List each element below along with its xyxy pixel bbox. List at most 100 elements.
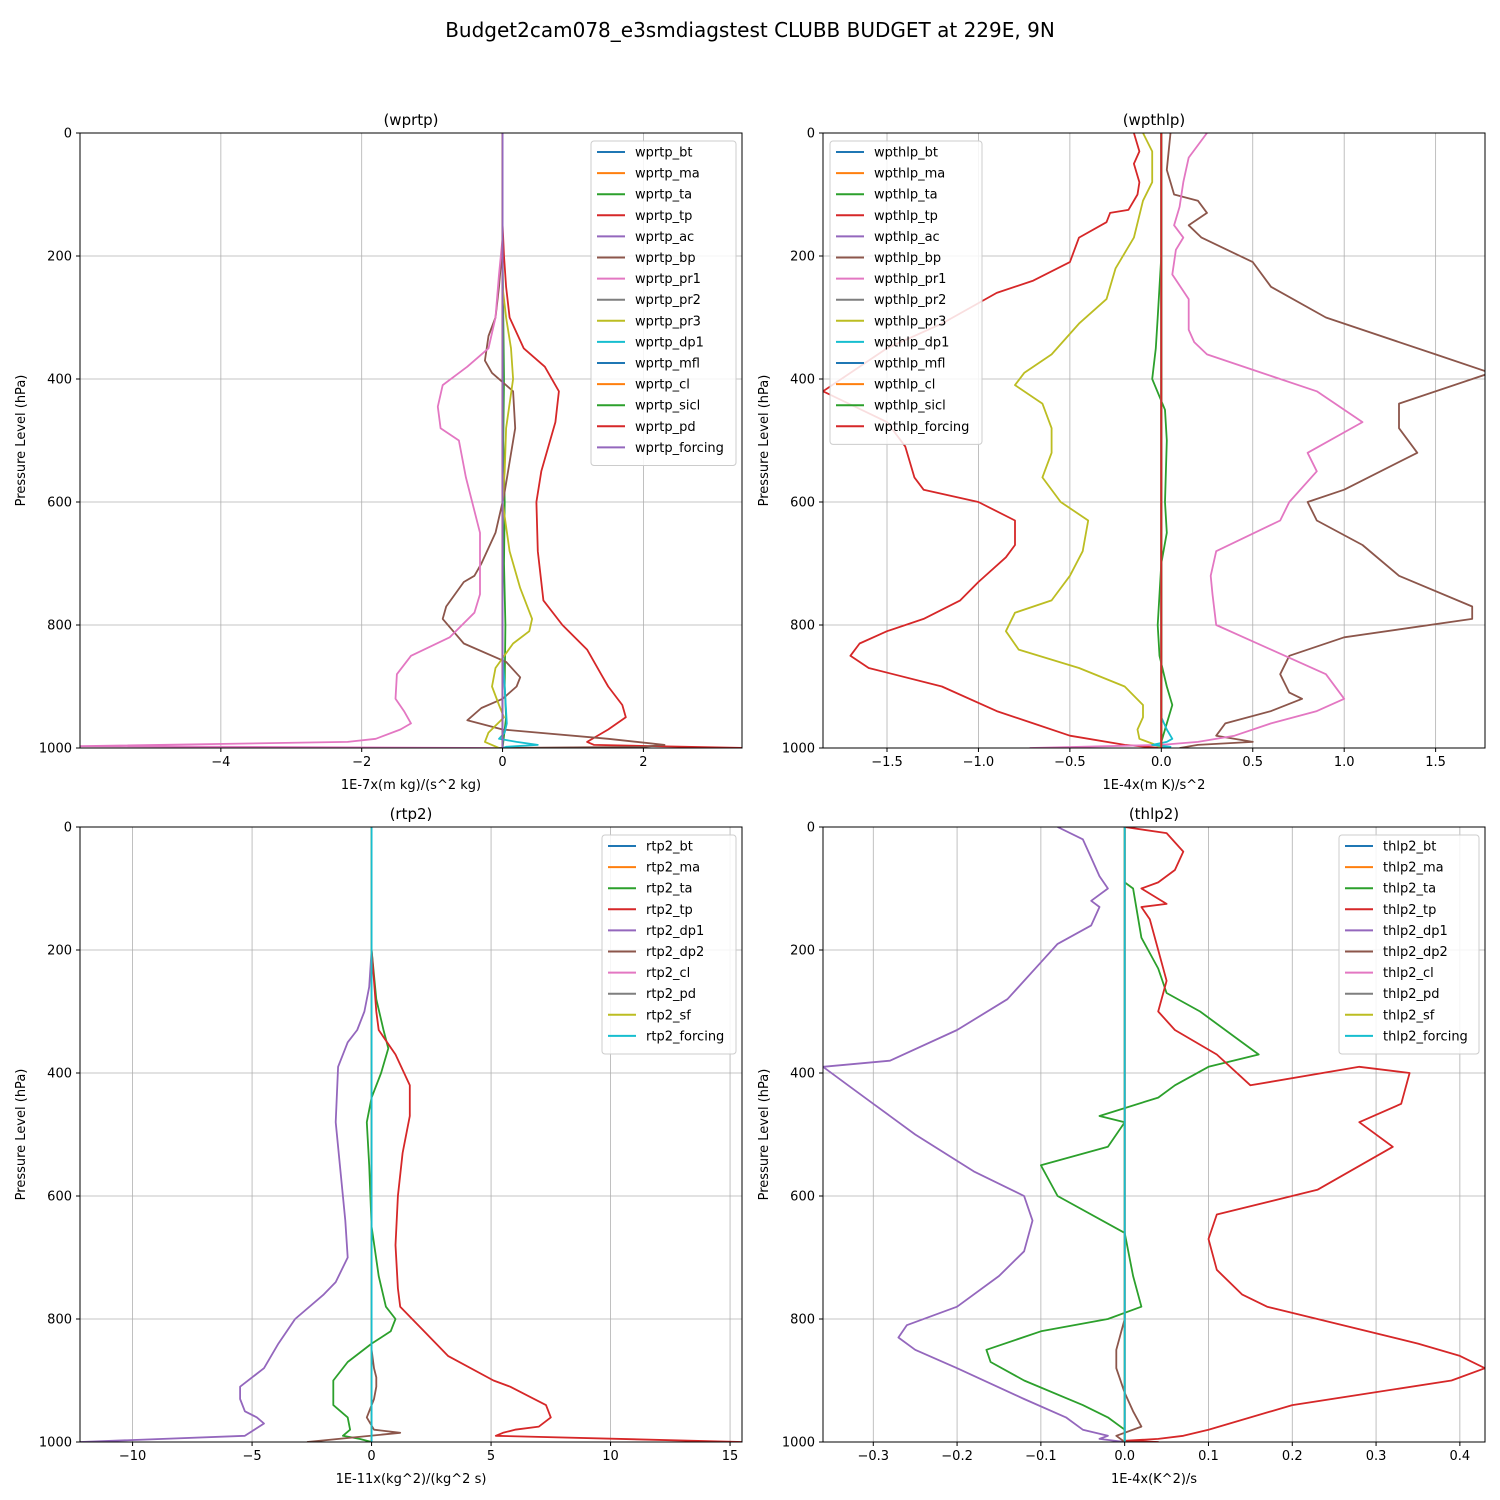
legend-label: thlp2_forcing — [1383, 1029, 1468, 1044]
x-tick-label: −10 — [119, 1449, 146, 1464]
series-line-thlp2_dp1 — [823, 827, 1125, 1442]
y-tick-label: 200 — [790, 944, 815, 959]
legend-label: wprtp_pr3 — [635, 314, 701, 329]
series-group — [80, 827, 742, 1442]
x-axis-label: 1E-11x(kg^2)/(kg^2 s) — [336, 1472, 487, 1487]
legend-label: wpthlp_pr3 — [874, 314, 946, 329]
y-tick-label: 400 — [790, 373, 815, 388]
series-line-thlp2_tp — [1123, 827, 1485, 1442]
legend-label: wprtp_forcing — [635, 441, 724, 456]
y-tick-label: 1000 — [39, 742, 72, 757]
legend-label: rtp2_cl — [646, 966, 690, 981]
x-tick-label: −1.5 — [871, 755, 903, 770]
legend-label: thlp2_ta — [1383, 882, 1436, 897]
y-tick-label: 1000 — [782, 742, 815, 757]
y-tick-label: 400 — [47, 373, 72, 388]
y-axis-label: Pressure Level (hPa) — [14, 1069, 29, 1201]
panel-title: (wpthlp) — [1123, 111, 1186, 129]
legend: rtp2_bt rtp2_ma rtp2_ta rtp2_tp rtp2_dp1 rtp2… — [601, 834, 737, 1055]
series-line-wpthlp_pr1 — [1029, 133, 1364, 748]
legend-label: wprtp_sicl — [635, 399, 700, 414]
legend-label: wpthlp_dp1 — [874, 335, 949, 350]
x-tick-label: −5 — [242, 1449, 261, 1464]
series-line-wprtp_pr1 — [80, 133, 504, 748]
x-tick-label: −0.2 — [941, 1449, 973, 1464]
legend-box — [590, 140, 737, 466]
x-tick-label: −0.3 — [857, 1449, 889, 1464]
legend-label: wpthlp_mfl — [874, 357, 945, 372]
series-line-wpthlp_ta — [1151, 133, 1174, 748]
legend-label: wpthlp_sicl — [874, 399, 946, 414]
legend-label: thlp2_bt — [1383, 840, 1436, 855]
legend-label: wpthlp_ac — [874, 230, 940, 245]
legend-label: rtp2_dp1 — [646, 924, 704, 939]
legend-label: wprtp_dp1 — [635, 335, 704, 350]
legend-label: wpthlp_tp — [874, 209, 938, 224]
legend-label: rtp2_bt — [646, 840, 693, 855]
x-tick-label: 2 — [639, 755, 647, 770]
x-tick-label: 10 — [602, 1449, 619, 1464]
x-tick-label: 0 — [367, 1449, 375, 1464]
legend-label: rtp2_tp — [646, 903, 693, 918]
legend: thlp2_bt thlp2_ma thlp2_ta thlp2_tp thlp2_dp… — [1338, 834, 1480, 1055]
legend-box — [601, 834, 737, 1055]
legend-label: wpthlp_cl — [874, 378, 935, 393]
axes-frame — [822, 826, 1486, 1443]
series-line-wprtp_dp1 — [498, 133, 539, 748]
series-line-wpthlp_tp — [823, 133, 1162, 748]
y-axis-label: Pressure Level (hPa) — [14, 375, 29, 507]
legend-label: thlp2_dp1 — [1383, 924, 1448, 939]
series-group — [80, 133, 742, 748]
legend-label: wprtp_pr1 — [635, 272, 701, 287]
legend-label: thlp2_ma — [1383, 861, 1444, 876]
series-line-wprtp_bp — [441, 133, 666, 748]
legend-label: wpthlp_ta — [874, 188, 938, 203]
x-tick-label: 0.4 — [1450, 1449, 1471, 1464]
series-line-rtp2_tp — [370, 827, 742, 1442]
x-tick-label: 0.3 — [1366, 1449, 1387, 1464]
legend-label: wpthlp_bt — [874, 146, 938, 161]
y-tick-label: 400 — [47, 1067, 72, 1082]
x-tick-label: 0.0 — [1151, 755, 1172, 770]
legend-label: wpthlp_forcing — [874, 420, 969, 435]
x-tick-label: 5 — [487, 1449, 495, 1464]
x-tick-label: 0.5 — [1242, 755, 1263, 770]
series-line-wpthlp_bp — [1165, 133, 1485, 748]
y-tick-label: 800 — [790, 1313, 815, 1328]
legend-label: wprtp_pr2 — [635, 293, 701, 308]
figure-title: Budget2cam078_e3smdiagstest CLUBB BUDGET… — [445, 18, 1055, 42]
legend: wpthlp_bt wpthlp_ma wpthlp_ta wpthlp_tpwpth… — [829, 140, 983, 445]
series-line-rtp2_dp2 — [306, 827, 402, 1442]
x-axis-label: 1E-7x(m kg)/(s^2 kg) — [341, 778, 481, 793]
x-axis-label: 1E-4x(m K)/s^2 — [1103, 778, 1206, 793]
x-tick-label: −2 — [352, 755, 371, 770]
series-group — [823, 133, 1485, 748]
legend-label: wprtp_mfl — [635, 357, 700, 372]
x-tick-label: 1.0 — [1334, 755, 1355, 770]
y-tick-label: 200 — [790, 250, 815, 265]
y-tick-label: 1000 — [782, 1436, 815, 1451]
legend-label: wprtp_ma — [635, 167, 700, 182]
series-line-wpthlp_pr3 — [1005, 133, 1162, 748]
legend-label: wprtp_ta — [635, 188, 692, 203]
y-axis-label: Pressure Level (hPa) — [757, 1069, 772, 1201]
x-axis-label: 1E-4x(K^2)/s — [1111, 1472, 1197, 1487]
y-tick-label: 0 — [807, 127, 815, 142]
legend-label: rtp2_ma — [646, 861, 700, 876]
y-tick-label: 200 — [47, 944, 72, 959]
y-tick-label: 600 — [790, 1190, 815, 1205]
x-tick-label: 0.0 — [1114, 1449, 1135, 1464]
y-tick-label: 800 — [47, 619, 72, 634]
series-line-rtp2_dp1 — [80, 827, 373, 1442]
y-tick-label: 0 — [64, 821, 72, 836]
legend-label: thlp2_sf — [1383, 1008, 1435, 1023]
y-tick-label: 800 — [47, 1313, 72, 1328]
legend-label: wprtp_pd — [635, 420, 696, 435]
legend-label: thlp2_tp — [1383, 903, 1436, 918]
axes-frame — [79, 132, 743, 749]
y-tick-label: 0 — [807, 821, 815, 836]
legend-label: wpthlp_pr1 — [874, 272, 946, 287]
plot-panel-0: −4 −2 0 2 0 200 400 600 800 1000 (wprtp) 1E-7x(m kg… — [14, 111, 743, 793]
y-tick-label: 600 — [790, 496, 815, 511]
legend-label: wprtp_tp — [635, 209, 692, 224]
